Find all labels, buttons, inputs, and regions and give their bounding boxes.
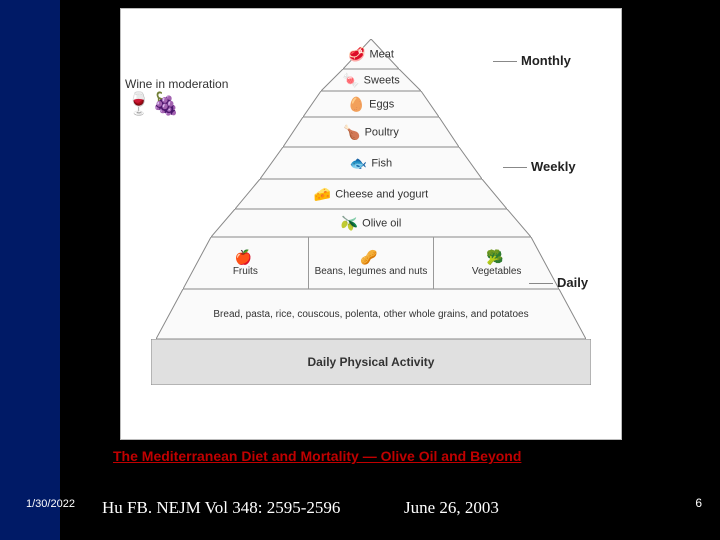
tier-label: Eggs <box>369 98 394 110</box>
slide-title: The Mediterranean Diet and Mortality — O… <box>113 448 521 464</box>
pyramid-tier-cell: 🥜 Beans, legumes and nuts <box>309 237 435 289</box>
wine-label: Wine in moderation🍷🍇 <box>125 77 228 117</box>
pyramid-tier: 🥚 Eggs <box>303 91 439 117</box>
tier-label: Fruits <box>233 266 258 277</box>
footer-date: 1/30/2022 <box>26 498 75 510</box>
footer-citation-date: June 26, 2003 <box>404 498 499 518</box>
frequency-label: Daily <box>557 275 588 290</box>
label-connector <box>529 283 553 284</box>
tier-label: Cheese and yogurt <box>335 188 428 200</box>
pyramid-tier: Daily Physical Activity <box>151 339 591 385</box>
tier-label: Daily Physical Activity <box>308 355 435 369</box>
label-connector <box>493 61 517 62</box>
label-connector <box>503 167 527 168</box>
pyramid-tier: 🍗 Poultry <box>283 117 459 147</box>
wine-icon: 🍷🍇 <box>125 91 180 116</box>
tier-label: Fish <box>371 157 392 169</box>
pyramid-tier: 🍎 Fruits 🥜 Beans, legumes and nuts 🥦 Veg… <box>183 237 559 289</box>
tier-label: Olive oil <box>362 217 401 229</box>
food-icon: 🍬 <box>342 72 359 89</box>
food-icon: 🥩 <box>348 46 365 63</box>
pyramid-tier: Bread, pasta, rice, couscous, polenta, o… <box>156 289 586 339</box>
pyramid-tier-cell: 🥦 Vegetables <box>434 237 559 289</box>
pyramid-tier: 🍬 Sweets <box>321 69 421 91</box>
pyramid-tier: 🫒 Olive oil <box>211 209 531 237</box>
pyramid-tier: 🥩 Meat <box>343 39 399 69</box>
food-icon: 🥦 <box>486 249 503 266</box>
food-icon: 🍎 <box>235 249 252 266</box>
tier-label: Beans, legumes and nuts <box>315 266 428 277</box>
diet-pyramid-figure: 🥩 Meat 🍬 Sweets 🥚 Eggs 🍗 Poultry 🐟 Fish 🧀 Chee… <box>120 8 622 440</box>
footer-citation: Hu FB. NEJM Vol 348: 2595-2596 <box>102 498 340 518</box>
pyramid-tier: 🐟 Fish <box>260 147 482 179</box>
tier-label: Poultry <box>365 126 399 138</box>
food-icon: 🍗 <box>343 124 360 141</box>
food-icon: 🧀 <box>314 186 331 203</box>
tier-label: Vegetables <box>472 266 522 277</box>
tier-label: Bread, pasta, rice, couscous, polenta, o… <box>213 309 528 320</box>
pyramid-tier: 🧀 Cheese and yogurt <box>235 179 507 209</box>
tier-label: Meat <box>369 48 393 60</box>
food-icon: 🐟 <box>350 155 367 172</box>
frequency-label: Monthly <box>521 53 571 68</box>
food-icon: 🫒 <box>341 215 358 232</box>
frequency-label: Weekly <box>531 159 576 174</box>
pyramid-tier-cell: 🍎 Fruits <box>183 237 309 289</box>
tier-label: Sweets <box>364 74 400 86</box>
page-number: 6 <box>695 496 702 510</box>
food-icon: 🥜 <box>360 249 377 266</box>
food-icon: 🥚 <box>348 96 365 113</box>
